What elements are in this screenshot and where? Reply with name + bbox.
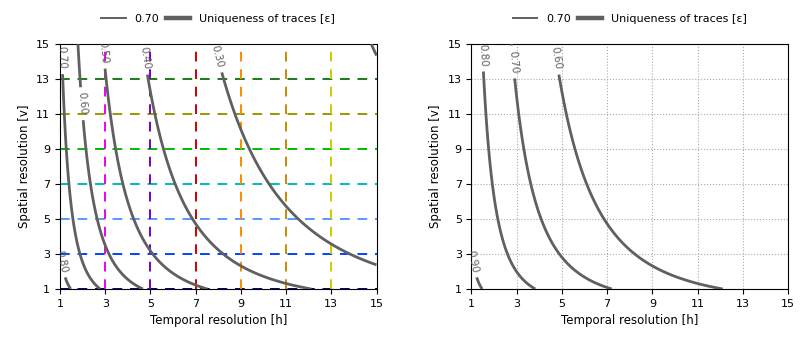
Text: 0.70: 0.70 — [57, 46, 67, 69]
Text: 0.50: 0.50 — [98, 40, 110, 64]
Y-axis label: Spatial resolution [v]: Spatial resolution [v] — [430, 105, 442, 228]
Text: 0.90: 0.90 — [466, 249, 480, 274]
Text: 0.30: 0.30 — [210, 44, 226, 69]
Legend: 0.70, Uniqueness of traces [ε]: 0.70, Uniqueness of traces [ε] — [508, 10, 751, 29]
Text: 0.80: 0.80 — [477, 43, 488, 67]
Text: 0.40: 0.40 — [138, 46, 151, 70]
Text: 0.60: 0.60 — [76, 92, 88, 116]
Text: 0.70: 0.70 — [507, 50, 519, 74]
Legend: 0.70, Uniqueness of traces [ε]: 0.70, Uniqueness of traces [ε] — [97, 10, 340, 29]
X-axis label: Temporal resolution [h]: Temporal resolution [h] — [150, 314, 287, 327]
Text: 0.80: 0.80 — [54, 249, 69, 274]
X-axis label: Temporal resolution [h]: Temporal resolution [h] — [561, 314, 698, 327]
Y-axis label: Spatial resolution [v]: Spatial resolution [v] — [18, 105, 30, 228]
Text: 0.60: 0.60 — [550, 46, 563, 70]
